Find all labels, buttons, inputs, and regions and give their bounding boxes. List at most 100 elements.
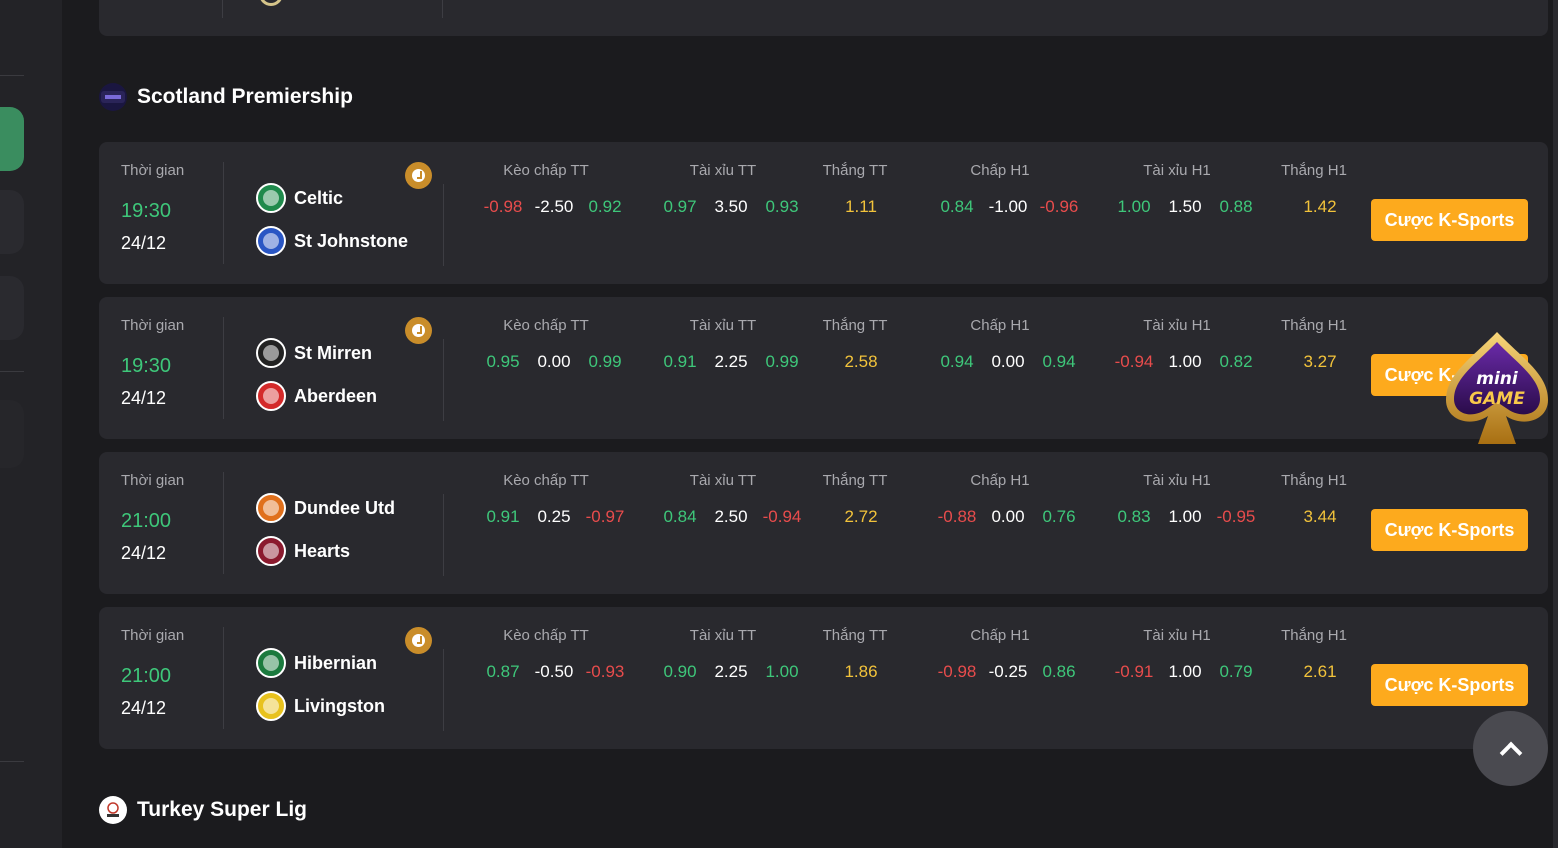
odds-value[interactable]: 2.50: [714, 507, 748, 526]
odds-value[interactable]: 0.87: [486, 662, 520, 681]
odds-value[interactable]: -0.95: [1216, 507, 1256, 526]
bet-k-sports-button[interactable]: Cược K-Sports: [1371, 509, 1528, 551]
odds-value[interactable]: 0.84: [663, 507, 697, 526]
team-badge-icon: [256, 381, 286, 411]
match-card: Thời gian 19:30 24/12 St Mirren Aberdeen Kèo …: [99, 297, 1548, 439]
kickoff-time: 19:30: [121, 355, 172, 377]
team-badge-icon: [256, 183, 286, 213]
team-name: Hearts: [294, 540, 351, 561]
clock-icon: [405, 317, 432, 344]
scrollbar-track[interactable]: [1553, 0, 1558, 848]
odds-value[interactable]: 0.82: [1219, 352, 1253, 371]
odds-value[interactable]: -0.97: [585, 507, 625, 526]
team-name: Dundee Utd: [294, 497, 395, 518]
odds-value-win[interactable]: 1.42: [1303, 197, 1337, 216]
odds-value[interactable]: -2.50: [534, 197, 574, 216]
column-header-thang-h1: Thắng H1: [1281, 162, 1347, 179]
team-badge-icon: [259, 0, 283, 6]
odds-value[interactable]: 0.00: [991, 507, 1025, 526]
kickoff-time: 21:00: [121, 665, 172, 687]
odds-value[interactable]: -1.00: [988, 197, 1028, 216]
odds-value[interactable]: 1.00: [1168, 662, 1202, 681]
odds-value[interactable]: 0.92: [588, 197, 622, 216]
odds-value-win[interactable]: 1.86: [844, 662, 878, 681]
odds-value[interactable]: 0.99: [765, 352, 799, 371]
odds-value[interactable]: 2.25: [714, 352, 748, 371]
home-team[interactable]: St Mirren: [256, 338, 372, 368]
odds-value[interactable]: -0.25: [988, 662, 1028, 681]
column-header-chap-h1: Chấp H1: [970, 472, 1030, 489]
column-divider: [223, 317, 224, 419]
odds-value-win[interactable]: 2.72: [844, 507, 878, 526]
odds-value[interactable]: 1.00: [1117, 197, 1151, 216]
odds-value[interactable]: 0.94: [940, 352, 974, 371]
odds-value[interactable]: 0.84: [940, 197, 974, 216]
away-team[interactable]: Hearts: [256, 536, 350, 566]
odds-value[interactable]: 1.00: [765, 662, 799, 681]
odds-value[interactable]: -0.93: [585, 662, 625, 681]
odds-value[interactable]: 0.95: [486, 352, 520, 371]
odds-value[interactable]: -0.50: [534, 662, 574, 681]
odds-value[interactable]: -0.98: [937, 662, 977, 681]
odds-value[interactable]: 0.91: [486, 507, 520, 526]
league-header-turkey[interactable]: Turkey Super Lig: [99, 796, 307, 824]
away-team[interactable]: Aberdeen: [256, 381, 377, 411]
home-team[interactable]: Dundee Utd: [256, 493, 395, 523]
odds-value[interactable]: -0.91: [1114, 662, 1154, 681]
odds-value[interactable]: -0.96: [1039, 197, 1079, 216]
team-name: Celtic: [294, 187, 344, 208]
home-team[interactable]: Celtic: [256, 183, 343, 213]
sidebar-tab-active[interactable]: [0, 107, 24, 171]
home-team[interactable]: Hibernian: [256, 648, 377, 678]
odds-value[interactable]: 0.76: [1042, 507, 1076, 526]
team-badge-icon: [256, 493, 286, 523]
odds-value-win[interactable]: 2.61: [1303, 662, 1337, 681]
odds-value[interactable]: 0.86: [1042, 662, 1076, 681]
column-header-keo-chap-tt: Kèo chấp TT: [503, 472, 589, 489]
away-team[interactable]: Livingston: [256, 691, 385, 721]
odds-value[interactable]: 0.90: [663, 662, 697, 681]
bet-k-sports-button[interactable]: Cược K-Sports: [1371, 199, 1528, 241]
kickoff-date: 24/12: [121, 543, 167, 563]
odds-value[interactable]: -0.88: [937, 507, 977, 526]
minigame-widget[interactable]: mini GAME: [1442, 328, 1552, 453]
scroll-to-top-button[interactable]: [1473, 711, 1548, 786]
sidebar-tab[interactable]: [0, 276, 24, 340]
odds-value-win[interactable]: 3.44: [1303, 507, 1337, 526]
odds-value[interactable]: 1.00: [1168, 507, 1202, 526]
team-name: Aberdeen: [294, 385, 378, 406]
odds-value[interactable]: -0.94: [762, 507, 802, 526]
left-sidebar: [0, 0, 62, 848]
odds-value[interactable]: 0.93: [765, 197, 799, 216]
odds-value[interactable]: 0.97: [663, 197, 697, 216]
odds-value[interactable]: 0.00: [991, 352, 1025, 371]
odds-value-win[interactable]: 1.11: [845, 197, 877, 216]
time-label: Thời gian: [121, 162, 185, 179]
odds-value[interactable]: 0.79: [1219, 662, 1253, 681]
odds-value[interactable]: 0.83: [1117, 507, 1151, 526]
odds-value[interactable]: 0.00: [537, 352, 571, 371]
odds-value[interactable]: 1.50: [1168, 197, 1202, 216]
sidebar-tab[interactable]: [0, 190, 24, 254]
odds-value[interactable]: 0.94: [1042, 352, 1076, 371]
odds-value[interactable]: 0.99: [588, 352, 622, 371]
odds-value[interactable]: 1.00: [1168, 352, 1202, 371]
odds-value[interactable]: 2.25: [714, 662, 748, 681]
sidebar-tab[interactable]: [0, 400, 24, 468]
league-header-scotland[interactable]: Scotland Premiership: [99, 83, 353, 111]
odds-value-win[interactable]: 3.27: [1303, 352, 1337, 371]
column-divider: [223, 162, 224, 264]
odds-value[interactable]: -0.94: [1114, 352, 1154, 371]
bet-k-sports-button[interactable]: Cược K-Sports: [1371, 664, 1528, 706]
away-team[interactable]: St Johnstone: [256, 226, 408, 256]
odds-value[interactable]: 0.88: [1219, 197, 1253, 216]
kickoff-time: 19:30: [121, 200, 172, 222]
odds-value-win[interactable]: 2.58: [844, 352, 878, 371]
odds-value[interactable]: 3.50: [714, 197, 748, 216]
match-card: Thời gian 19:30 24/12 Celtic St Johnstone Kèo…: [99, 142, 1548, 284]
odds-value[interactable]: 0.91: [663, 352, 697, 371]
odds-value[interactable]: 0.25: [537, 507, 571, 526]
odds-value[interactable]: -0.98: [483, 197, 523, 216]
previous-match-card: [99, 0, 1548, 36]
column-divider: [443, 339, 444, 421]
